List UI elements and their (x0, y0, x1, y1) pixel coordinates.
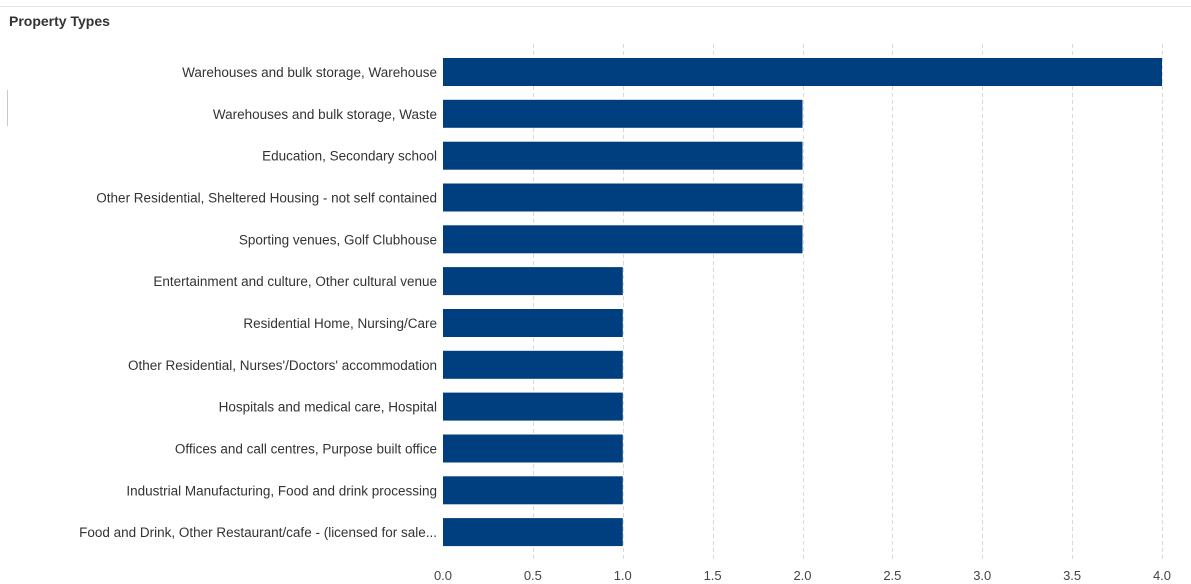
bar[interactable] (443, 309, 623, 337)
x-tick-label: 0.5 (524, 568, 542, 583)
category-label: Food and Drink, Other Restaurant/cafe - … (79, 525, 437, 540)
x-tick-label: 2.0 (793, 568, 811, 583)
x-gridlines (533, 44, 1163, 561)
category-label: Offices and call centres, Purpose built … (175, 442, 437, 457)
category-label: Other Residential, Nurses'/Doctors' acco… (128, 358, 437, 373)
bar[interactable] (443, 434, 623, 463)
category-label: Entertainment and culture, Other cultura… (153, 274, 437, 289)
x-tick-label: 2.5 (883, 568, 901, 583)
bar[interactable] (443, 183, 803, 212)
x-tick-label: 1.0 (614, 568, 632, 583)
bar[interactable] (443, 350, 623, 379)
panel-resize-handle (7, 90, 8, 126)
x-axis-ticks: 0.0 0.5 1.0 1.5 2.0 2.5 3.0 3.5 4.0 (434, 568, 1171, 583)
category-label: Warehouses and bulk storage, Waste (213, 107, 437, 122)
category-label: Warehouses and bulk storage, Warehouse (182, 65, 437, 80)
x-tick-label: 0.0 (434, 568, 452, 583)
category-label: Education, Secondary school (262, 149, 437, 164)
x-tick-label: 3.0 (973, 568, 991, 583)
bar[interactable] (443, 267, 623, 296)
category-label: Industrial Manufacturing, Food and drink… (126, 483, 437, 498)
category-label: Other Residential, Sheltered Housing - n… (96, 191, 437, 206)
category-label: Residential Home, Nursing/Care (243, 316, 437, 331)
bars (443, 58, 1162, 547)
x-tick-label: 3.5 (1063, 568, 1081, 583)
category-label: Sporting venues, Golf Clubhouse (239, 232, 437, 247)
bar[interactable] (443, 58, 1162, 86)
bar[interactable] (443, 518, 623, 547)
category-label: Hospitals and medical care, Hospital (219, 400, 437, 415)
bar[interactable] (443, 476, 623, 505)
bar[interactable] (443, 141, 803, 170)
bar[interactable] (443, 225, 803, 254)
x-tick-label: 4.0 (1153, 568, 1171, 583)
y-category-labels: Warehouses and bulk storage, Warehouse Wa… (79, 65, 437, 540)
bar[interactable] (443, 392, 623, 421)
chart-title: Property Types (9, 13, 110, 29)
x-tick-label: 1.5 (704, 568, 722, 583)
panel-top-divider (0, 6, 1191, 7)
bar[interactable] (443, 99, 803, 128)
